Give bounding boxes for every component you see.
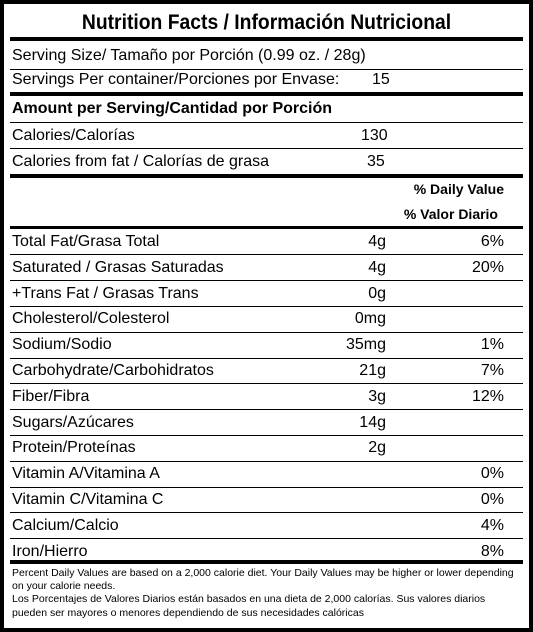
nutrient-label: Vitamin C/Vitamina C	[12, 491, 164, 508]
serving-size-row: Serving Size/ Tamaño por Porción (0.99 o…	[4, 43, 529, 68]
amount-per-serving-row: Amount per Serving/Cantidad por Porción	[4, 96, 529, 121]
nutrient-amount: 2g	[368, 439, 386, 457]
nutrient-label: Fiber/Fibra	[12, 387, 90, 405]
nutrient-row: Cholesterol/Colesterol 0mg	[4, 306, 529, 331]
divider-thick	[10, 174, 523, 178]
nutrient-row: Vitamin A/Vitamina A 0%	[4, 461, 529, 486]
nutrient-label: Cholesterol/Colesterol	[12, 310, 170, 328]
nutrient-row: Carbohydrate/Carbohidratos 21g 7%	[4, 358, 529, 383]
nutrient-daily-value: 1%	[480, 336, 504, 354]
nutrient-daily-value: 0%	[480, 465, 504, 483]
nutrient-label: Carbohydrate/Carbohidratos	[12, 362, 214, 379]
divider-thick	[10, 92, 523, 96]
nutrient-row: Protein/Proteínas 2g	[4, 435, 529, 460]
nutrient-amount: 0g	[368, 284, 386, 302]
divider	[10, 305, 523, 307]
divider	[10, 331, 523, 333]
divider	[10, 486, 523, 488]
nutrient-label: Sodium/Sodio	[12, 336, 112, 354]
nutrient-amount: 4g	[368, 233, 386, 250]
nutrient-amount: 21g	[359, 362, 386, 379]
nutrient-label: Vitamin A/Vitamina A	[12, 465, 160, 483]
divider-thick	[10, 226, 523, 229]
nutrient-amount: 0mg	[354, 310, 386, 328]
nutrient-row: +Trans Fat / Grasas Trans 0g	[4, 281, 529, 306]
nutrient-row: Fiber/Fibra 3g 12%	[4, 384, 529, 409]
amount-per-serving-header: Amount per Serving/Cantidad por Porción	[12, 100, 333, 117]
calories-from-fat-row: Calories from fat / Calorías de grasa 35	[4, 149, 529, 174]
nutrient-row: Total Fat/Grasa Total 4g 6%	[4, 229, 529, 254]
divider	[10, 148, 523, 149]
nutrient-daily-value: 0%	[480, 491, 504, 508]
divider	[10, 538, 523, 540]
divider	[10, 434, 523, 436]
calories-value: 130	[361, 127, 388, 144]
nutrient-row: Saturated / Grasas Saturadas 4g 20%	[4, 255, 529, 280]
nutrient-row: Sugars/Azúcares 14g	[4, 410, 529, 435]
nutrient-amount: 4g	[368, 258, 386, 276]
daily-value-header: % Daily Value	[413, 181, 504, 197]
nutrient-label: Protein/Proteínas	[12, 439, 136, 457]
nutrient-label: Saturated / Grasas Saturadas	[12, 258, 224, 276]
divider	[10, 122, 523, 123]
nutrient-daily-value: 20%	[471, 258, 504, 276]
calories-row: Calories/Calorías 130	[4, 123, 529, 148]
nutrient-row: Sodium/Sodio 35mg 1%	[4, 332, 529, 357]
calories-label: Calories/Calorías	[12, 127, 135, 144]
nutrient-amount: 3g	[368, 387, 386, 405]
nutrient-label: Sugars/Azúcares	[12, 413, 134, 431]
servings-per-container-value: 15	[372, 71, 390, 88]
divider-thick-top	[10, 37, 523, 41]
nutrient-label: Iron/Hierro	[12, 542, 88, 560]
divider	[10, 383, 523, 385]
divider-thick-bottom	[10, 560, 523, 564]
divider	[10, 512, 523, 514]
nutrient-amount: 14g	[359, 413, 386, 431]
calories-from-fat-label: Calories from fat / Calorías de grasa	[12, 153, 269, 170]
nutrient-label: +Trans Fat / Grasas Trans	[12, 284, 199, 302]
nutrient-row: Vitamin C/Vitamina C 0%	[4, 487, 529, 512]
divider	[10, 409, 523, 411]
nutrient-label: Calcium/Calcio	[12, 516, 119, 534]
nutrient-daily-value: 12%	[471, 387, 504, 405]
servings-per-container-label: Servings Per container/Porciones por Env…	[12, 71, 340, 88]
nutrient-daily-value: 6%	[480, 233, 504, 250]
divider	[10, 69, 523, 70]
footnote-english: Percent Daily Values are based on a 2,00…	[12, 567, 514, 593]
footnote-spanish: Los Porcentajes de Valores Diarios están…	[12, 593, 486, 619]
nutrient-amount: 35mg	[345, 336, 386, 354]
divider	[10, 254, 523, 256]
serving-size-label: Serving Size/ Tamaño por Porción (0.99 o…	[12, 47, 366, 64]
nutrient-label: Total Fat/Grasa Total	[12, 233, 160, 250]
divider	[10, 357, 523, 359]
valor-diario-header: % Valor Diario	[403, 206, 498, 222]
servings-per-container-row: Servings Per container/Porciones por Env…	[4, 67, 529, 92]
nutrient-row: Calcium/Calcio 4%	[4, 513, 529, 538]
nutrient-daily-value: 4%	[480, 516, 504, 534]
nutrient-daily-value: 7%	[480, 362, 504, 379]
calories-from-fat-value: 35	[367, 153, 385, 170]
nutrient-row: Iron/Hierro 8%	[4, 539, 529, 564]
divider	[10, 460, 523, 462]
panel-title: Nutrition Facts / Información Nutriciona…	[81, 11, 452, 34]
divider	[10, 280, 523, 282]
footnote: Percent Daily Values are based on a 2,00…	[12, 567, 521, 620]
nutrient-daily-value: 8%	[480, 542, 504, 560]
